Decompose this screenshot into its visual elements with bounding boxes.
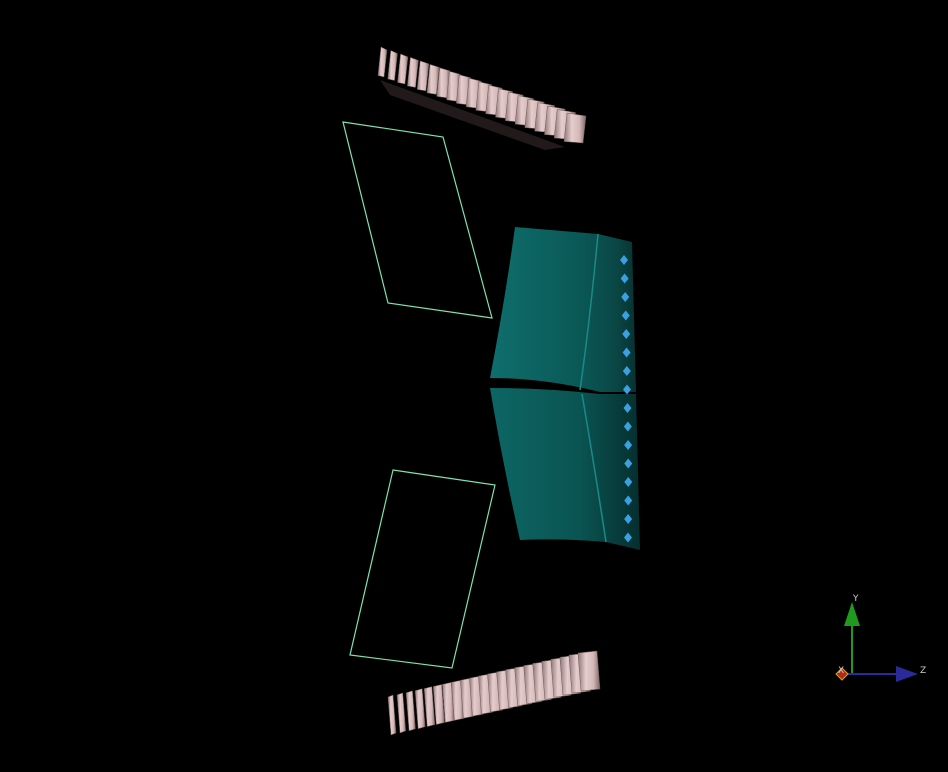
pad — [624, 477, 633, 487]
panel-upper — [490, 227, 636, 392]
slab-face — [446, 70, 461, 102]
wire-frame-lower — [349, 469, 496, 669]
slab-face — [432, 684, 445, 725]
slab-face — [577, 650, 601, 692]
pad — [622, 384, 631, 395]
slab-face — [426, 64, 440, 95]
slab-face — [405, 690, 416, 732]
y-arrow — [844, 602, 860, 626]
bottom-module — [387, 650, 601, 736]
slab-face — [387, 694, 397, 736]
slab-face — [416, 60, 430, 92]
slab-face — [423, 686, 436, 727]
pad — [624, 495, 633, 506]
slab-face — [397, 53, 409, 85]
slab-face — [387, 50, 398, 81]
pad — [620, 255, 628, 265]
panel-seam — [579, 233, 599, 391]
pad — [623, 403, 632, 413]
slab-face — [407, 57, 419, 88]
axis-label: X — [838, 666, 844, 676]
pad — [622, 347, 631, 358]
z-arrow — [896, 666, 918, 682]
top-module — [377, 46, 587, 150]
pad — [624, 514, 633, 524]
panel-lower — [490, 388, 640, 550]
pad — [624, 458, 633, 469]
wire-frame-upper — [342, 121, 493, 319]
pad-strip — [620, 255, 633, 543]
pad — [622, 366, 631, 376]
panel-seam — [581, 393, 607, 543]
pad — [623, 421, 632, 432]
pad — [624, 440, 633, 450]
slab-face — [436, 67, 451, 99]
pad — [622, 329, 631, 339]
pad — [620, 273, 629, 284]
pad — [621, 292, 630, 302]
slab-face — [563, 112, 587, 144]
slab-face — [396, 692, 406, 734]
axis-gizmo: Y X Z — [835, 594, 926, 682]
axis-label: Z — [920, 666, 926, 676]
slab-shadow — [380, 80, 565, 150]
x-marker — [835, 667, 849, 681]
slab-face — [414, 688, 426, 730]
axis-label: Y — [852, 594, 859, 604]
pad — [621, 310, 630, 321]
slab-face — [377, 46, 388, 78]
pad — [624, 532, 632, 543]
